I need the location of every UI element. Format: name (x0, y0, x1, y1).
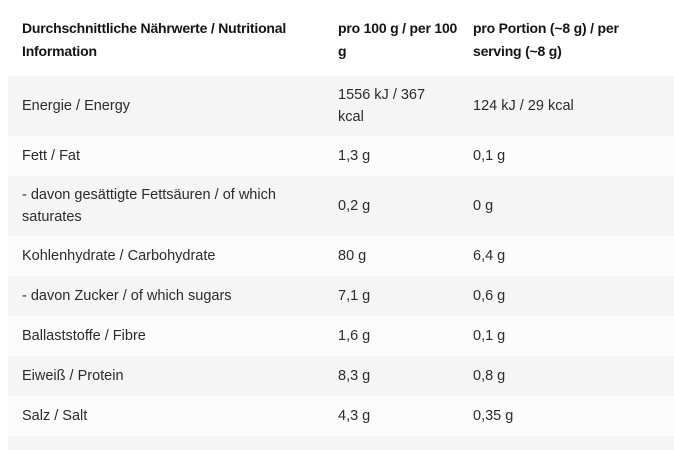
nutrient-label: Salz / Salt (22, 408, 88, 424)
value-per-serving: 0,35 g (473, 408, 514, 424)
value-per-serving: 0,1 g (473, 328, 506, 344)
header-per-serving-column: pro Portion (~8 g) / per serving (~8 g) (473, 20, 619, 59)
table-row-carbohydrate: Kohlenhydrate / Carbohydrate 80 g 6,4 g (8, 236, 674, 276)
value-per-100g: 7,1 g (338, 288, 371, 304)
table-row-saturates: - davon gesättigte Fettsäuren / of which… (8, 176, 674, 236)
value-per-serving: 0,8 g (473, 368, 506, 384)
value-per-100g: 4,3 g (338, 408, 371, 424)
nutrient-label: Fett / Fat (22, 148, 81, 164)
value-per-serving: 0 g (473, 198, 494, 214)
nutrient-label: - davon Zucker / of which sugars (22, 288, 232, 304)
table-row-fat: Fett / Fat 1,3 g 0,1 g (8, 136, 674, 176)
table-row-fibre: Ballaststoffe / Fibre 1,6 g 0,1 g (8, 316, 674, 356)
nutrient-label: - davon gesättigte Fettsäuren / of which… (22, 187, 276, 225)
table-row-salt: Salz / Salt 4,3 g 0,35 g (8, 396, 674, 436)
table-row-protein: Eiweiß / Protein 8,3 g 0,8 g (8, 356, 674, 396)
table-row-sugars: - davon Zucker / of which sugars 7,1 g 0… (8, 276, 674, 316)
value-per-serving: 6,4 g (473, 248, 506, 264)
value-per-100g: 0,2 g (338, 198, 371, 214)
nutrition-table: Durchschnittliche Nährwerte / Nutritiona… (8, 0, 674, 450)
value-per-100g: 1,6 g (338, 328, 371, 344)
table-row-energy: Energie / Energy 1556 kJ / 367 kcal 124 … (8, 76, 674, 136)
nutrient-label: Energie / Energy (22, 98, 131, 114)
nutrient-label: Kohlenhydrate / Carbohydrate (22, 248, 216, 264)
header-nutrient-column: Durchschnittliche Nährwerte / Nutritiona… (22, 20, 287, 59)
value-per-100g: 8,3 g (338, 368, 371, 384)
value-per-100g: 1,3 g (338, 148, 371, 164)
value-per-serving: 124 kJ / 29 kcal (473, 98, 574, 114)
table-header-row: Durchschnittliche Nährwerte / Nutritiona… (8, 0, 674, 76)
value-per-100g: 80 g (338, 248, 367, 264)
value-per-serving: 0,6 g (473, 288, 506, 304)
value-per-serving: 0,1 g (473, 148, 506, 164)
nutrient-label: Ballaststoffe / Fibre (22, 328, 146, 344)
header-per-100g-column: pro 100 g / per 100 g (338, 20, 458, 59)
value-per-100g: 1556 kJ / 367 kcal (338, 87, 426, 125)
table-row-partial-cutoff (8, 436, 674, 450)
nutrient-label: Eiweiß / Protein (22, 368, 124, 384)
